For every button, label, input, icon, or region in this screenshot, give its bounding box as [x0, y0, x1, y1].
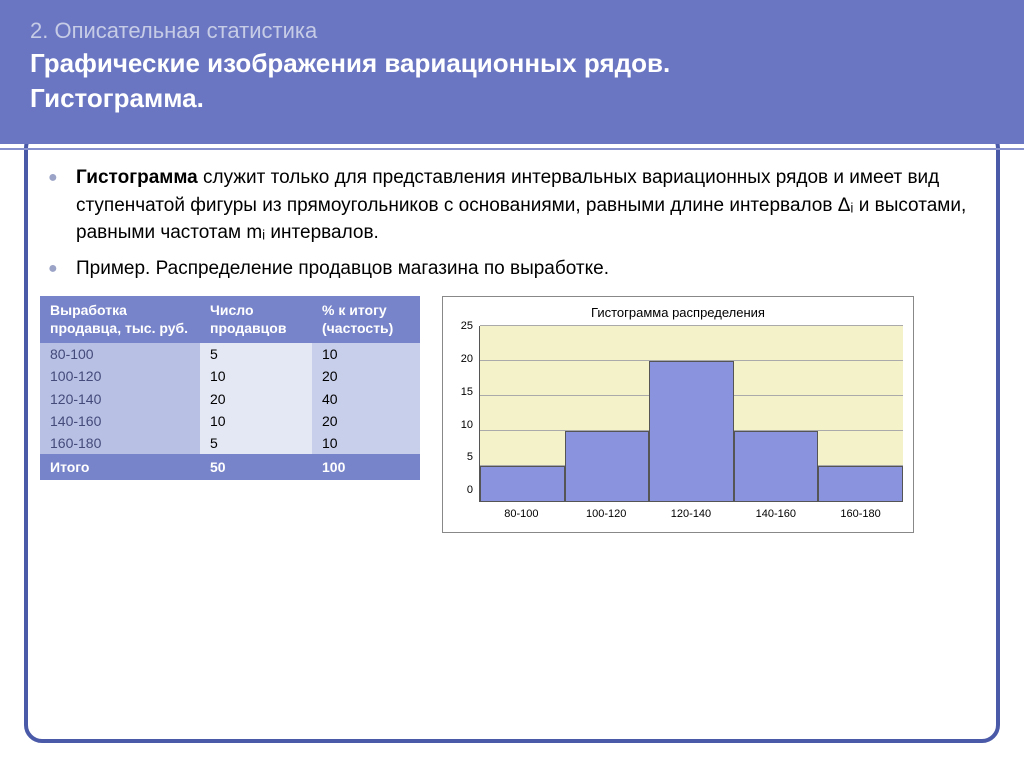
chart-bar-wrap	[649, 326, 734, 501]
chart-x-label: 120-140	[649, 508, 734, 520]
chart-y-tick: 25	[461, 320, 473, 332]
table-cell: 5	[200, 343, 312, 365]
chart-bar	[649, 361, 734, 501]
table-cell: 80-100	[40, 343, 200, 365]
table-total-row: Итого50100	[40, 454, 420, 480]
table-cell: 20	[312, 410, 420, 432]
table-header-col0: Выработка продавца, тыс. руб.	[40, 296, 200, 343]
table-cell: 10	[200, 365, 312, 387]
table-cell: 120-140	[40, 388, 200, 410]
table-header-row: Выработка продавца, тыс. руб. Число прод…	[40, 296, 420, 343]
histogram-chart: Гистограмма распределения 25 20 15 10 5 0 80-…	[442, 296, 914, 533]
chart-bar-wrap	[480, 326, 565, 501]
chart-bar	[565, 431, 650, 501]
table-row: 140-1601020	[40, 410, 420, 432]
table-cell: 10	[312, 343, 420, 365]
chart-bar-wrap	[734, 326, 819, 501]
header-title-line1: Графические изображения вариационных ряд…	[30, 48, 670, 78]
table-cell: 100-120	[40, 365, 200, 387]
table-row: 80-100510	[40, 343, 420, 365]
chart-bar-wrap	[565, 326, 650, 501]
chart-bar	[734, 431, 819, 501]
chart-x-label: 140-160	[733, 508, 818, 520]
chart-y-tick: 0	[467, 484, 473, 496]
table-cell: 20	[200, 388, 312, 410]
bullet-item-example: Пример. Распределение продавцов магазина…	[40, 255, 984, 283]
chart-inner: 2520151050	[453, 326, 903, 502]
header-pretitle: 2. Описательная статистика	[30, 18, 994, 44]
chart-y-tick: 15	[461, 386, 473, 398]
table-cell: 140-160	[40, 410, 200, 432]
table-cell: 10	[200, 410, 312, 432]
slide-header: 2. Описательная статистика Графические и…	[0, 0, 1024, 140]
chart-bar	[480, 466, 565, 501]
chart-y-tick: 5	[467, 451, 473, 463]
table-cell: 20	[312, 365, 420, 387]
bullet-list: Гистограмма служит только для представле…	[40, 164, 984, 282]
table-row: 160-180510	[40, 432, 420, 454]
chart-plot-area	[479, 326, 903, 502]
content-row: Выработка продавца, тыс. руб. Число прод…	[40, 296, 984, 533]
term-histogram: Гистограмма	[76, 167, 198, 188]
bullet-item-definition: Гистограмма служит только для представле…	[40, 164, 984, 247]
chart-title: Гистограмма распределения	[453, 305, 903, 320]
table-cell: 160-180	[40, 432, 200, 454]
table-cell: 40	[312, 388, 420, 410]
table-header-col2: % к итогу (частость)	[312, 296, 420, 343]
chart-x-label: 100-120	[564, 508, 649, 520]
definition-text: служит только для представления интервал…	[76, 167, 966, 243]
content-area: Гистограмма служит только для представле…	[40, 164, 984, 533]
chart-bar	[818, 466, 903, 501]
chart-x-label: 80-100	[479, 508, 564, 520]
table-row: 100-1201020	[40, 365, 420, 387]
table-total-cell: 100	[312, 454, 420, 480]
header-title: Графические изображения вариационных ряд…	[30, 46, 994, 116]
chart-x-axis: 80-100100-120120-140140-160160-180	[479, 508, 903, 520]
table-total-cell: 50	[200, 454, 312, 480]
table-row: 120-1402040	[40, 388, 420, 410]
chart-y-axis: 25 20 15 10 5 0	[453, 320, 479, 496]
data-table: Выработка продавца, тыс. руб. Число прод…	[40, 296, 420, 480]
header-title-line2: Гистограмма.	[30, 83, 204, 113]
chart-y-tick: 10	[461, 419, 473, 431]
table-cell: 10	[312, 432, 420, 454]
chart-y-tick: 20	[461, 353, 473, 365]
chart-x-label: 160-180	[818, 508, 903, 520]
table-total-cell: Итого	[40, 454, 200, 480]
header-underline	[0, 148, 1024, 150]
table-cell: 5	[200, 432, 312, 454]
table-header-col1: Число продавцов	[200, 296, 312, 343]
chart-bar-wrap	[818, 326, 903, 501]
